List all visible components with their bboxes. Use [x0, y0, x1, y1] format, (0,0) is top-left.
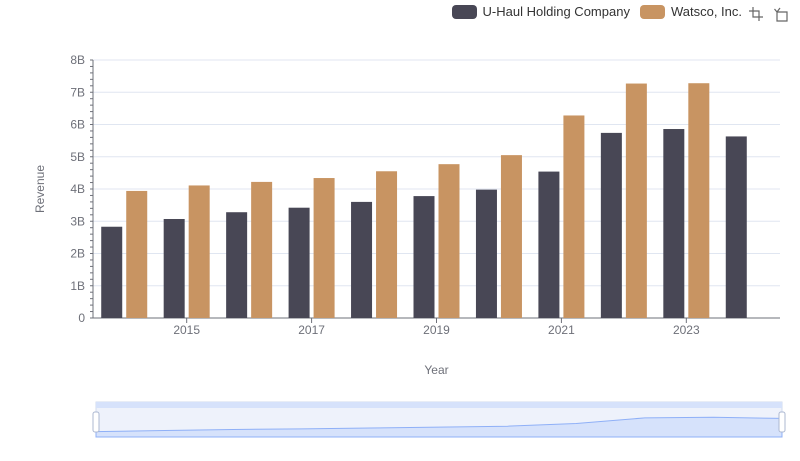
bar-watsco: [563, 115, 585, 318]
x-tick-label: 2015: [173, 323, 200, 337]
bar-uhaul: [725, 136, 747, 318]
x-tick-label: 2023: [673, 323, 700, 337]
y-tick-label: 2B: [70, 247, 85, 261]
x-tick-label: 2017: [298, 323, 325, 337]
legend: U-Haul Holding Company Watsco, Inc.: [451, 4, 742, 19]
bar-uhaul: [101, 226, 123, 318]
bar-watsco: [438, 164, 460, 318]
bar-uhaul: [163, 218, 185, 318]
zoom-icon[interactable]: [748, 6, 764, 22]
zoom-slider-preview: [95, 416, 783, 438]
bar-watsco: [500, 155, 522, 318]
legend-label-uhaul: U-Haul Holding Company: [482, 4, 630, 19]
x-axis-title: Year: [424, 363, 448, 377]
bar-uhaul: [600, 132, 622, 318]
bar-uhaul: [351, 201, 373, 318]
bar-uhaul: [226, 212, 248, 318]
bar-watsco: [625, 83, 647, 318]
legend-swatch-watsco: [639, 4, 665, 19]
y-tick-label: 5B: [70, 150, 85, 164]
zoom-slider-handle-bar: [96, 402, 782, 408]
y-axis-title: Revenue: [33, 165, 47, 213]
zoom-handle-left[interactable]: [92, 411, 100, 433]
x-tick-label: 2021: [548, 323, 575, 337]
legend-item-watsco[interactable]: Watsco, Inc.: [639, 4, 742, 19]
bar-uhaul: [663, 129, 685, 318]
y-tick-label: 0: [78, 311, 85, 325]
bar-watsco: [251, 181, 273, 318]
bar-uhaul: [475, 189, 497, 318]
bar-watsco: [126, 190, 148, 318]
legend-swatch-uhaul: [451, 4, 477, 19]
bar-watsco: [688, 83, 710, 318]
bar-watsco: [376, 171, 398, 318]
bar-uhaul: [413, 196, 435, 318]
legend-label-watsco: Watsco, Inc.: [670, 4, 742, 19]
legend-item-uhaul[interactable]: U-Haul Holding Company: [451, 4, 630, 19]
y-tick-label: 3B: [70, 214, 85, 228]
zoom-handle-right[interactable]: [778, 411, 786, 433]
y-tick-label: 6B: [70, 118, 85, 132]
bar-watsco: [313, 178, 335, 318]
y-tick-label: 7B: [70, 85, 85, 99]
y-tick-label: 8B: [70, 53, 85, 67]
y-tick-label: 4B: [70, 182, 85, 196]
bar-watsco: [188, 185, 210, 318]
y-tick-label: 1B: [70, 279, 85, 293]
bar-uhaul: [538, 171, 560, 318]
restore-icon[interactable]: [774, 6, 790, 22]
toolbox: [748, 6, 790, 22]
bar-uhaul: [288, 207, 310, 318]
x-tick-label: 2019: [423, 323, 450, 337]
